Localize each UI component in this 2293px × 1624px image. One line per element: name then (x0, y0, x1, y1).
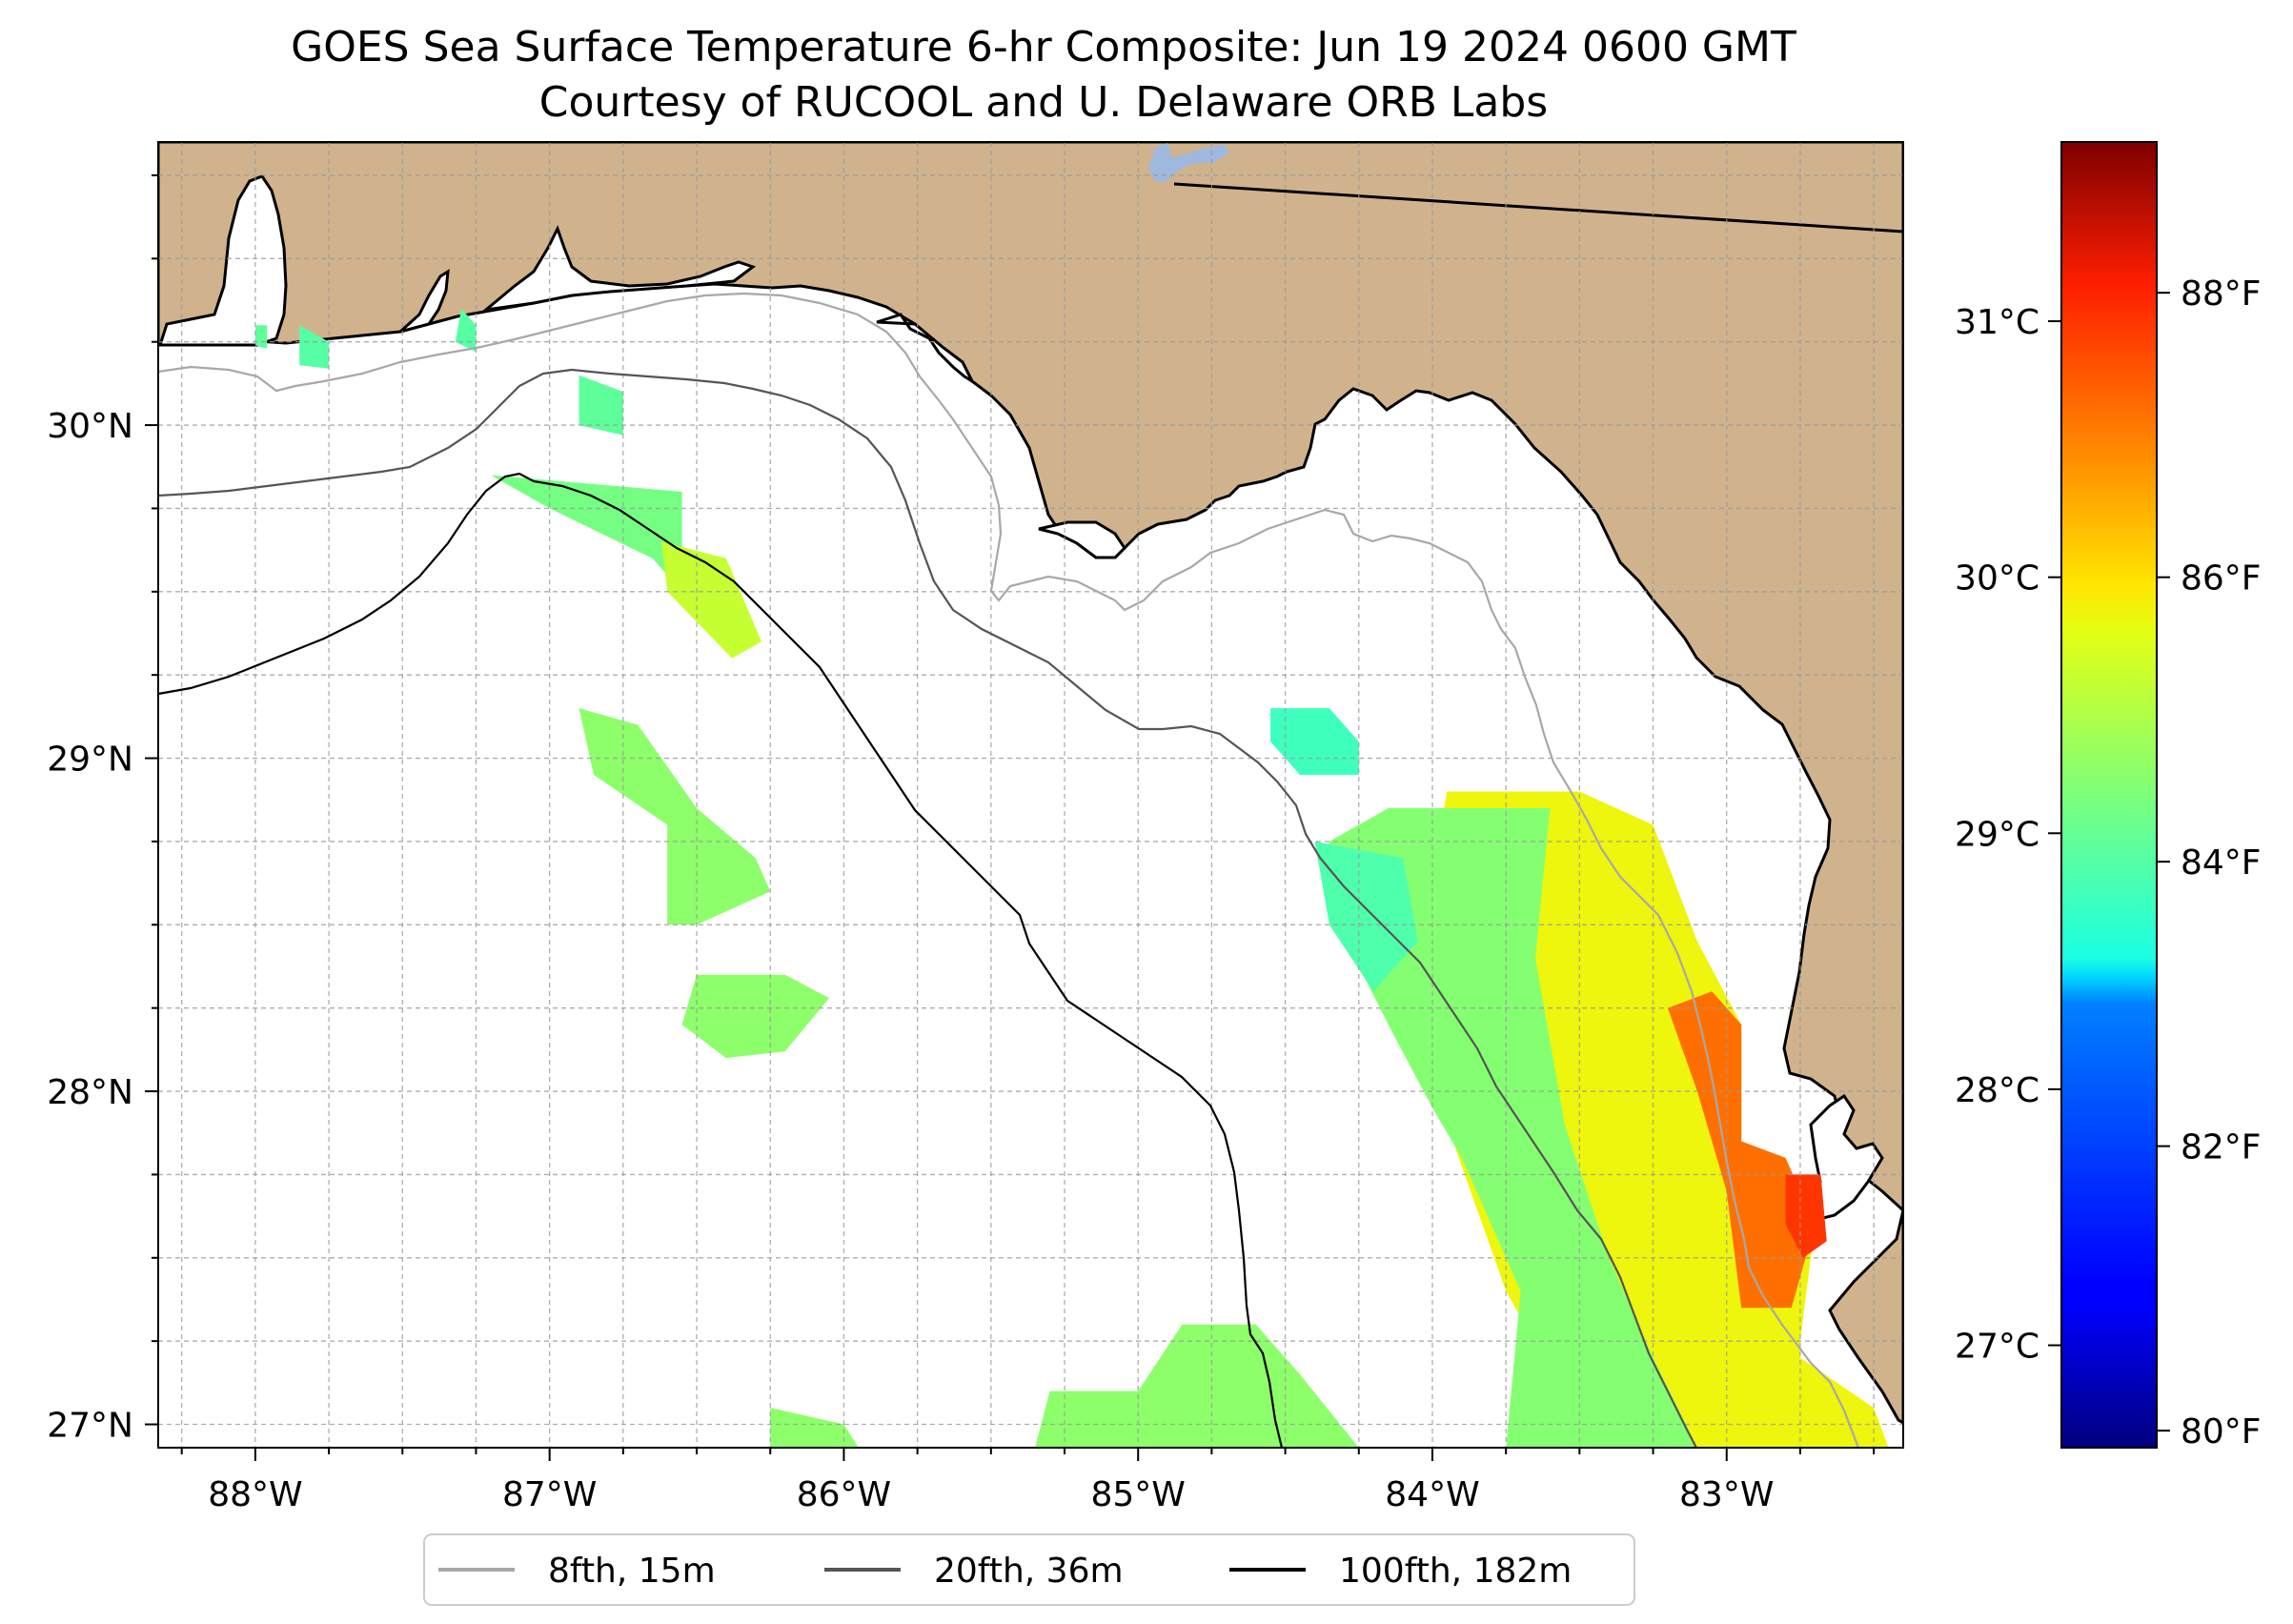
gridlines (158, 142, 1903, 1448)
sst-patch-southern-patch-b (770, 1408, 859, 1448)
apalachicola-bay (1038, 520, 1126, 559)
lon-tick-label: 88°W (208, 1475, 302, 1514)
sst-patch-coastal-patch-4 (254, 325, 268, 349)
lon-tick-label: 84°W (1385, 1475, 1479, 1514)
lon-tick-label: 85°W (1090, 1475, 1185, 1514)
sst-patch-coastal-patch-2 (299, 325, 330, 369)
fahrenheit-tick-label: 84°F (2181, 843, 2262, 883)
colorbar-ticks: 27°C 28°C 29°C 30°C 31°C 80°F 82°F 84°F 86°F 88°F (1955, 274, 2261, 1451)
sst-patch-cedar-key-cyan (1314, 841, 1418, 992)
legend-label: 100fth, 182m (1339, 1552, 1572, 1591)
sst-patch-offshore-patch-2 (681, 974, 829, 1059)
celsius-tick-label: 27°C (1955, 1328, 2039, 1367)
mobile-bay (158, 174, 288, 347)
celsius-tick-label: 30°C (1955, 559, 2039, 599)
pensacola-bay (398, 269, 450, 334)
lat-tick-label: 30°N (47, 407, 133, 446)
colorbar-gradient (2060, 141, 2158, 1449)
sst-layer (254, 308, 1889, 1448)
sst-patch-southern-patch-a (1035, 1324, 1359, 1448)
sst-patch-offshore-patch-3 (490, 475, 682, 592)
fahrenheit-tick-label: 88°F (2181, 274, 2262, 314)
lon-tick-label: 87°W (502, 1475, 597, 1514)
fahrenheit-tick-label: 82°F (2181, 1128, 2262, 1167)
sst-patch-coastal-patch-1 (578, 375, 623, 436)
inland-lake (1148, 143, 1229, 183)
legend-label: 20fth, 36m (934, 1552, 1124, 1591)
map-frame (157, 141, 1904, 1449)
fahrenheit-tick-label: 86°F (2181, 559, 2262, 599)
map-title: GOES Sea Surface Temperature 6-hr Compos… (291, 23, 1796, 71)
state-boundary (1173, 182, 1903, 233)
legend: 8fth, 15m 20fth, 36m 100fth, 182m (423, 1533, 1635, 1606)
sst-patch-offshore-patch-4 (661, 541, 761, 659)
fahrenheit-tick-label: 80°F (2181, 1412, 2262, 1451)
lon-tick-label: 83°W (1679, 1475, 1774, 1514)
contour-8fth (158, 292, 1860, 1448)
lon-tick-label: 86°W (797, 1475, 891, 1514)
sst-patch-tampa-bay-orange (1668, 991, 1816, 1309)
lat-tick-label: 28°N (47, 1073, 133, 1112)
legend-box (423, 1533, 1635, 1606)
celsius-tick-label: 28°C (1955, 1071, 2039, 1110)
contour-100fth (158, 472, 1284, 1448)
sst-patch-west-florida-shelf-green (1329, 808, 1697, 1448)
colorbar: 27°C 28°C 29°C 30°C 31°C 80°F 82°F 84°F 86°F 88°F (1955, 141, 2262, 1451)
st-andrew-bay (876, 313, 976, 386)
lat-tick-label: 29°N (47, 741, 133, 780)
celsius-tick-label: 31°C (1955, 303, 2039, 342)
contour-20fth (158, 368, 1697, 1448)
sst-patch-tampa-bay-red (1785, 1174, 1827, 1258)
legend-items: 8fth, 15m 20fth, 36m 100fth, 182m (438, 1552, 1572, 1591)
map-axes: 88°W 87°W 86°W 85°W 84°W 83°W 27°N 28°N 29°N 30°N (47, 173, 1876, 1514)
sst-patch-coastal-patch-3 (455, 308, 477, 353)
celsius-tick-label: 29°C (1955, 815, 2039, 854)
sst-patch-offshore-patch-1 (578, 708, 771, 925)
lat-tick-label: 27°N (47, 1407, 133, 1446)
legend-label: 8fth, 15m (548, 1552, 716, 1591)
map-subtitle: Courtesy of RUCOOL and U. Delaware ORB L… (538, 78, 1549, 127)
